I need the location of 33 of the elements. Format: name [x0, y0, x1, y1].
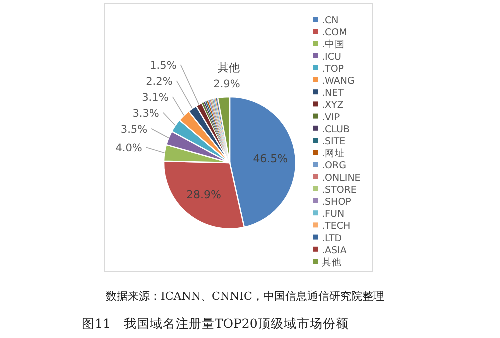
legend-label: .NET: [322, 88, 344, 100]
data-label: 2.2%: [146, 76, 173, 88]
legend-label: .SITE: [322, 136, 346, 148]
legend-label: .CLUB: [322, 124, 350, 136]
legend-label: .CN: [322, 16, 339, 26]
legend-label: 其他: [322, 256, 342, 268]
legend-label: .WANG: [322, 76, 355, 87]
legend-label: .中国: [322, 38, 346, 51]
legend-label: .ONLINE: [322, 172, 361, 184]
legend-label: .STORE: [322, 184, 357, 196]
legend-label: .LTD: [322, 233, 342, 244]
legend-label: .TOP: [322, 64, 344, 75]
data-label: 1.5%: [150, 60, 177, 72]
legend-label: .TECH: [322, 221, 351, 232]
data-label: 4.0%: [116, 142, 142, 155]
data-label: 3.5%: [120, 124, 148, 136]
legend-label: .COM: [322, 28, 348, 39]
slice-label: 其他: [218, 61, 240, 74]
legend-label: .ASIA: [322, 245, 348, 256]
data-label: 3.3%: [132, 108, 160, 120]
data-label: 3.1%: [142, 92, 169, 104]
data-label: 46.5%: [253, 152, 288, 166]
text: 图11 我国域名注册量TOP20顶级域市场份额: [82, 316, 349, 331]
data-label: 2.9%: [214, 78, 240, 90]
source-note: 数据来源：ICANN、CNNIC，中国信息通信研究院整理: [106, 290, 384, 303]
legend-label: .FUN: [322, 209, 345, 220]
legend-label: .VIP: [322, 112, 340, 124]
legend-label: .ORG: [322, 160, 346, 172]
legend-label: .SHOP: [322, 197, 352, 208]
data-label: 28.9%: [186, 188, 222, 202]
legend-label: .网址: [322, 148, 346, 160]
legend-label: .ICU: [322, 52, 342, 63]
legend-label: .XYZ: [322, 100, 344, 112]
